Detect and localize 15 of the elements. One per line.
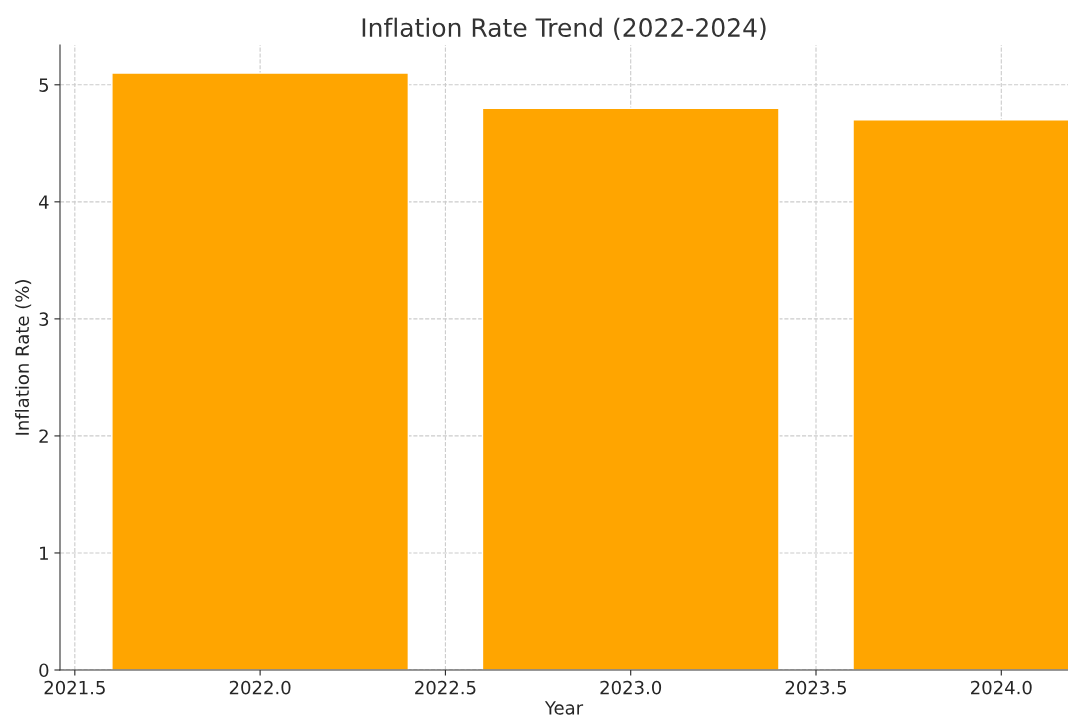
y-tick-label: 4 — [38, 195, 49, 209]
x-tick-label: 2022.5 — [415, 680, 476, 695]
x-tick-label: 2024.0 — [971, 680, 1032, 695]
x-tick-label: 2021.5 — [44, 680, 105, 695]
y-tick-label: 5 — [39, 78, 49, 92]
y-axis-title: Inflation Rate (%) — [15, 280, 32, 435]
y-tick-label: 2 — [39, 429, 48, 443]
x-tick-label: 2022.0 — [229, 680, 291, 695]
y-tick-label: 1 — [40, 546, 48, 560]
chart-title: Inflation Rate Trend (2022-2024) — [362, 17, 766, 40]
x-tick-label: 2023.5 — [785, 680, 847, 695]
x-tick-label: 2023.0 — [600, 680, 662, 695]
y-tick-label: 3 — [39, 312, 49, 326]
y-tick-label: 0 — [39, 663, 49, 678]
x-axis-title: Year — [544, 701, 584, 715]
